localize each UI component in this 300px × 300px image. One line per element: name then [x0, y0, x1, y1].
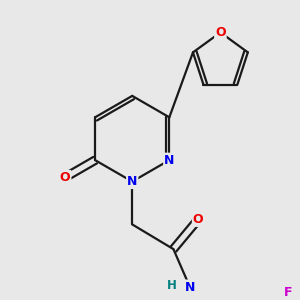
Text: O: O — [193, 213, 203, 226]
Text: O: O — [215, 26, 226, 39]
Text: O: O — [60, 171, 70, 184]
Text: N: N — [185, 280, 195, 293]
Text: F: F — [284, 286, 292, 299]
Text: N: N — [164, 154, 175, 166]
Text: N: N — [127, 175, 137, 188]
Text: H: H — [167, 279, 177, 292]
